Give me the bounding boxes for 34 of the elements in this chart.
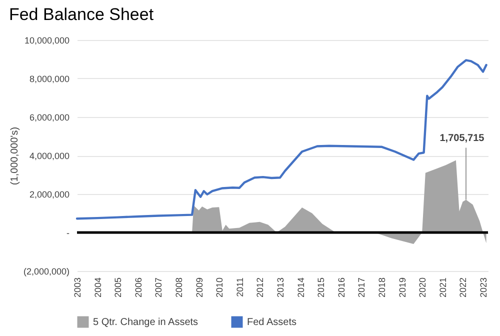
x-tick-label: 2019 [397, 278, 408, 298]
line-series [76, 59, 488, 220]
legend-label: 5 Qtr. Change in Assets [93, 317, 198, 328]
x-tick-label: 2010 [214, 278, 225, 298]
y-axis-title: (1,000,000's) [9, 126, 20, 186]
x-tick-label: 2007 [154, 278, 164, 298]
y-tick-label: - [66, 228, 70, 238]
x-tick-label: 2003 [72, 278, 82, 298]
x-tick-label: 2011 [234, 278, 245, 297]
x-tick-label: 2005 [113, 278, 124, 298]
x-tick-label: 2021 [438, 278, 448, 298]
y-tick-label: (2,000,000) [23, 266, 70, 276]
annotation: 1,705,715 [440, 132, 485, 144]
y-tick-label: 8,000,000 [29, 74, 70, 84]
legend-label: Fed Assets [247, 317, 296, 328]
x-tick-label: 2018 [377, 278, 388, 298]
x-tick-label: 2008 [174, 278, 184, 298]
x-tick-label: 2022 [458, 278, 468, 298]
x-tick-label: 2023 [478, 278, 488, 298]
x-tick-label: 2014 [296, 278, 306, 298]
y-tick-label: 2,000,000 [29, 190, 70, 200]
x-tick-label: 2013 [276, 278, 286, 298]
x-tick-label: 2015 [316, 278, 326, 298]
x-tick-label: 2006 [133, 278, 144, 298]
y-tick-label: 6,000,000 [29, 112, 70, 122]
chart-title: Fed Balance Sheet [8, 5, 154, 24]
y-tick-label: 10,000,000 [24, 36, 70, 46]
x-tick-label: 2009 [194, 278, 204, 298]
x-tick-label: 2012 [255, 278, 266, 298]
x-tick-label: 2017 [356, 278, 367, 298]
y-tick-label: 4,000,000 [29, 151, 70, 161]
x-tick-label: 2004 [92, 278, 103, 298]
x-tick-label: 2016 [336, 278, 346, 298]
x-tick-label: 2020 [418, 278, 428, 298]
